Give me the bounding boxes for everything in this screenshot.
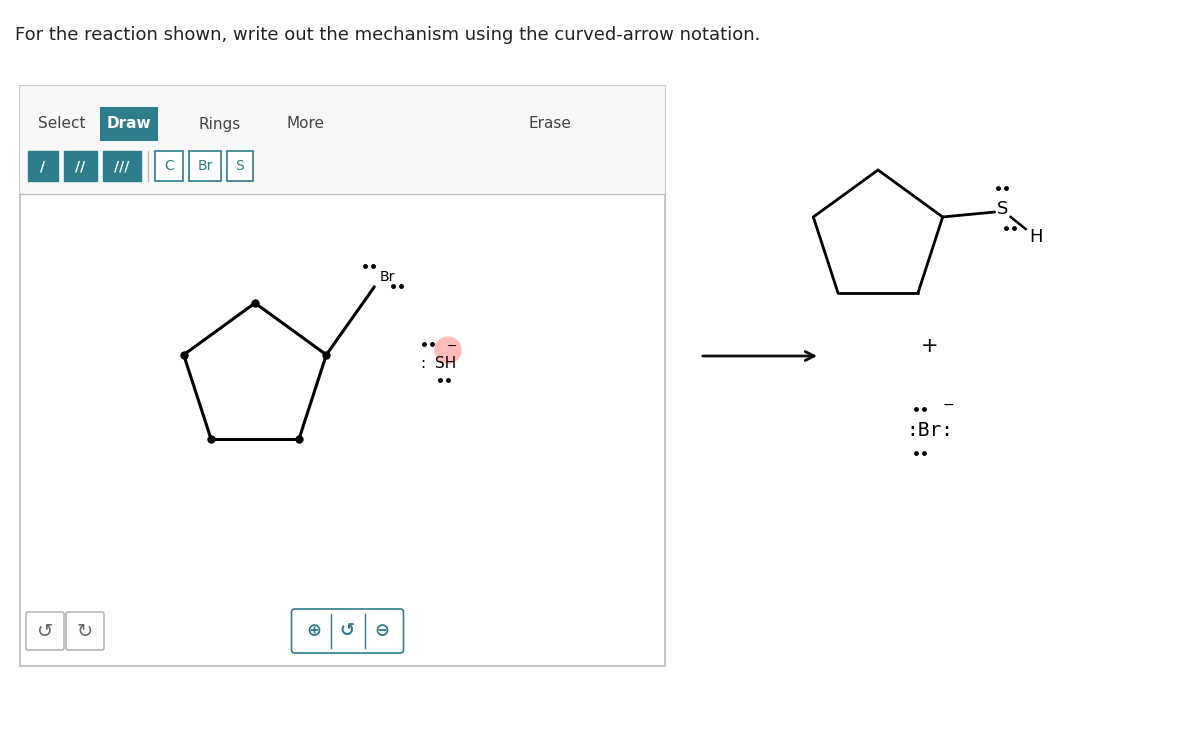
Text: −: −	[446, 339, 457, 353]
FancyBboxPatch shape	[66, 612, 104, 650]
Text: H: H	[1028, 228, 1043, 246]
FancyBboxPatch shape	[103, 151, 142, 181]
FancyBboxPatch shape	[20, 86, 665, 194]
Text: C: C	[164, 159, 174, 173]
FancyBboxPatch shape	[26, 612, 64, 650]
Text: :Br:: :Br:	[906, 421, 954, 440]
FancyBboxPatch shape	[100, 107, 158, 141]
Text: −: −	[942, 398, 954, 412]
FancyBboxPatch shape	[155, 151, 182, 181]
Text: ↺: ↺	[340, 622, 355, 640]
Circle shape	[436, 337, 461, 363]
Text: ///: ///	[114, 159, 130, 173]
Text: S: S	[235, 159, 245, 173]
Text: Erase: Erase	[528, 116, 571, 131]
FancyBboxPatch shape	[292, 609, 403, 653]
Text: ↻: ↻	[77, 621, 94, 641]
FancyBboxPatch shape	[64, 151, 97, 181]
Text: S: S	[997, 200, 1008, 218]
Text: ↺: ↺	[37, 621, 53, 641]
Text: For the reaction shown, write out the mechanism using the curved-arrow notation.: For the reaction shown, write out the me…	[14, 26, 761, 44]
Text: Rings: Rings	[199, 116, 241, 131]
FancyBboxPatch shape	[20, 86, 665, 666]
Text: ⊖: ⊖	[374, 622, 389, 640]
Text: //: //	[76, 159, 85, 173]
FancyBboxPatch shape	[190, 151, 221, 181]
Text: Draw: Draw	[107, 116, 151, 131]
Text: More: More	[286, 116, 324, 131]
Text: Select: Select	[38, 116, 85, 131]
Text: :: :	[420, 357, 425, 372]
Text: +: +	[922, 336, 938, 356]
Text: Br: Br	[197, 159, 212, 173]
Text: SH: SH	[436, 357, 456, 372]
FancyBboxPatch shape	[227, 151, 253, 181]
FancyBboxPatch shape	[28, 151, 58, 181]
Text: ⊕: ⊕	[306, 622, 322, 640]
Text: /: /	[41, 159, 46, 173]
Text: Br: Br	[379, 270, 395, 283]
